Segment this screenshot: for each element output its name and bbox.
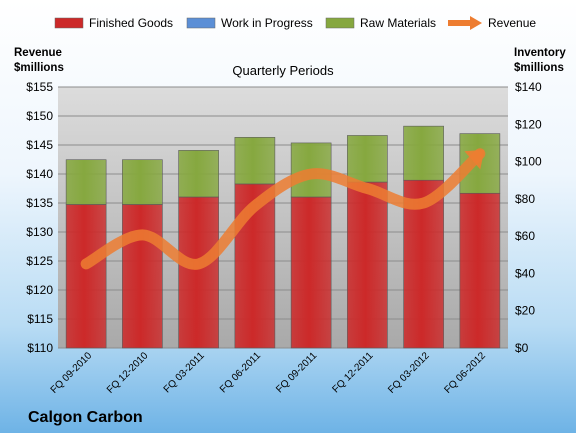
company-name: Calgon Carbon (28, 409, 143, 426)
bar-finished-goods (347, 181, 388, 349)
legend-label: Work in Progress (221, 16, 313, 30)
chart-title: Quarterly Periods (232, 63, 334, 78)
bar-finished-goods (290, 196, 332, 349)
bar-finished-goods (122, 204, 163, 349)
revenue-line (80, 148, 486, 270)
revenue-line-path (80, 148, 486, 270)
right-axis-title: Inventory (514, 47, 566, 59)
left-tick-label: $135 (26, 196, 53, 210)
left-tick-label: $115 (27, 312, 53, 326)
right-axis-title: $millions (514, 62, 564, 74)
left-axis-ticks: $110 $115 $120 $125 $130 $135 $140 $145 $150 $155 (26, 80, 53, 355)
right-tick-label: $0 (515, 341, 529, 355)
bar-raw-materials (65, 159, 107, 205)
left-tick-label: $145 (26, 138, 53, 152)
left-tick-label: $130 (26, 225, 53, 239)
x-axis-ticks: FQ 09-2010 FQ 12-2010 FQ 03-2011 FQ 06-2011… (49, 350, 489, 396)
legend-label: Revenue (488, 16, 536, 30)
bars (65, 125, 501, 349)
bar-raw-materials (403, 125, 444, 181)
legend-swatch-finished-goods (54, 17, 84, 29)
bar-raw-materials (347, 135, 388, 183)
left-tick-label: $125 (26, 254, 53, 268)
legend-label: Finished Goods (89, 16, 173, 30)
legend-label: Raw Materials (360, 16, 436, 30)
legend-swatch-work-in-progress (186, 17, 216, 29)
x-tick-label: FQ 03-2012 (386, 350, 432, 396)
right-tick-label: $120 (515, 117, 542, 131)
x-tick-label: FQ 06-2012 (442, 350, 488, 396)
x-tick-label: FQ 12-2010 (105, 350, 151, 396)
bar-raw-materials (178, 150, 219, 198)
left-axis-title: $millions (14, 62, 64, 74)
legend-arrow-revenue (470, 16, 482, 30)
x-tick-label: FQ 09-2010 (49, 350, 95, 396)
left-tick-label: $110 (27, 341, 53, 355)
x-tick-label: FQ 09-2011 (274, 350, 319, 395)
bar-finished-goods (178, 196, 219, 349)
right-tick-label: $40 (515, 266, 535, 280)
bar-raw-materials (122, 159, 163, 205)
legend-swatch-raw-materials (325, 17, 355, 29)
left-tick-label: $150 (26, 109, 53, 123)
right-tick-label: $80 (515, 192, 535, 206)
right-tick-label: $60 (515, 229, 535, 243)
right-tick-label: $20 (515, 304, 535, 318)
left-axis-title: Revenue (14, 47, 62, 59)
left-tick-label: $155 (26, 80, 53, 94)
bar-finished-goods (65, 204, 107, 349)
x-tick-label: FQ 12-2011 (331, 350, 376, 395)
x-tick-label: FQ 03-2011 (162, 350, 207, 395)
bar-raw-materials (234, 137, 276, 185)
left-tick-label: $140 (26, 167, 53, 181)
bar-finished-goods (459, 192, 501, 349)
axis-titles: Revenue $millions Inventory $millions (14, 47, 566, 74)
x-tick-label: FQ 06-2011 (218, 350, 263, 395)
right-tick-label: $140 (515, 80, 542, 94)
revenue-line-arrowhead (464, 149, 485, 170)
right-axis-ticks: $0 $20 $40 $60 $80 $100 $120 $140 (515, 80, 542, 355)
legend: Finished Goods Work in Progress Raw Materi… (54, 16, 536, 30)
right-tick-label: $100 (515, 155, 542, 169)
left-tick-label: $120 (26, 283, 53, 297)
